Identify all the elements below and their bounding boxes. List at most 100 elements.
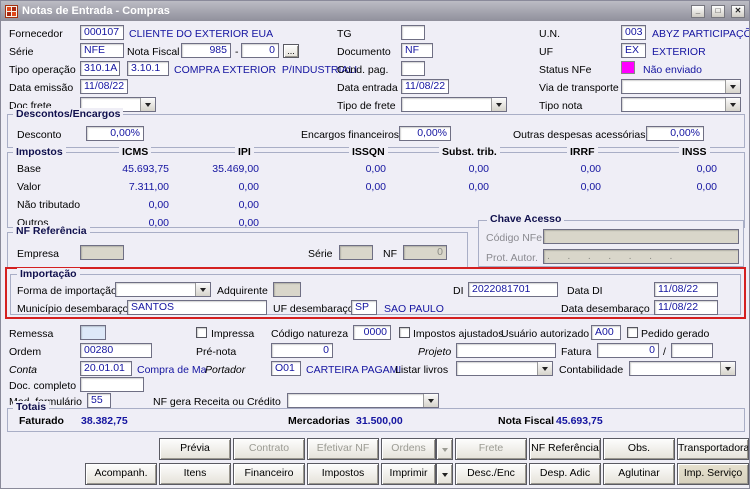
chevron-down-icon[interactable] <box>537 362 552 375</box>
faturado-value: 38.382,75 <box>81 415 128 427</box>
portador-field[interactable]: O01 <box>271 361 301 376</box>
data-entrada-label: Data entrada <box>337 82 398 94</box>
minimize-icon[interactable]: _ <box>691 4 705 18</box>
listar-livros-select[interactable]: 2 ICMS + IPI + ISS <box>456 361 553 376</box>
maximize-icon[interactable]: □ <box>711 4 725 18</box>
pedido-gerado-label: Pedido gerado <box>641 328 710 340</box>
itens-button[interactable]: Itens <box>159 463 231 485</box>
ordens-dropdown-icon[interactable] <box>436 438 453 460</box>
cond-pag-field[interactable] <box>401 61 425 76</box>
ordem-field[interactable]: 00280 <box>80 343 152 358</box>
pre-nota-field[interactable]: 0 <box>271 343 333 358</box>
forma-importacao-select[interactable]: 1 Direta <box>115 282 211 297</box>
impostos-ajustados-checkbox[interactable] <box>399 327 410 338</box>
fatura-field-2[interactable] <box>671 343 713 358</box>
fatura-field[interactable]: 0 <box>597 343 659 358</box>
frete-button[interactable]: Frete <box>455 438 527 460</box>
obs-button[interactable]: Obs. <box>603 438 675 460</box>
nf-gera-select[interactable]: Usar Regras Arquivos Legais <box>287 393 439 408</box>
tipo-nota-select[interactable]: Importação <box>621 97 741 112</box>
chevron-down-icon[interactable] <box>725 80 740 93</box>
forma-importacao-label: Forma de importação <box>17 285 117 297</box>
conta-field[interactable]: 20.01.01 <box>80 361 132 376</box>
outras-despesas-field[interactable]: 0,00% <box>646 126 704 141</box>
uf-desembaraco-field[interactable]: SP <box>351 300 377 315</box>
chevron-down-icon[interactable] <box>423 394 438 407</box>
pedido-gerado-checkbox[interactable] <box>627 327 638 338</box>
desconto-field[interactable]: 0,00% <box>86 126 144 141</box>
di-field[interactable]: 2022081701 <box>468 282 558 297</box>
chevron-down-icon[interactable] <box>491 98 506 111</box>
data-entrada-field[interactable]: 11/08/22 <box>401 79 449 94</box>
un-code-field[interactable]: 003 <box>621 25 646 40</box>
fornecedor-code-field[interactable]: 000107 <box>80 25 124 40</box>
previa-button[interactable]: Prévia <box>159 438 231 460</box>
chevron-down-icon[interactable] <box>725 98 740 111</box>
nf-referencia-button[interactable]: NF Referência <box>529 438 601 460</box>
tipo-operacao-code1-field[interactable]: 310.1A <box>80 61 120 76</box>
desc-enc-button[interactable]: Desc./Enc <box>455 463 527 485</box>
empresa-label: Empresa <box>17 248 60 260</box>
efetivar-nf-button[interactable]: Efetivar NF <box>307 438 379 460</box>
codigo-nfe-field <box>543 229 739 244</box>
chevron-down-icon[interactable] <box>195 283 210 296</box>
encargos-field[interactable]: 0,00% <box>399 126 451 141</box>
doc-completo-field[interactable] <box>80 377 144 392</box>
imp-servico-button[interactable]: Imp. Serviço <box>677 463 749 485</box>
imprimir-button[interactable]: Imprimir <box>381 463 436 485</box>
financeiro-button[interactable]: Financeiro <box>233 463 305 485</box>
documento-field[interactable]: NF <box>401 43 433 58</box>
portador-label: Portador <box>205 364 246 376</box>
remessa-field[interactable] <box>80 325 106 340</box>
ordens-button[interactable]: Ordens <box>381 438 436 460</box>
nota-fiscal-browse-button[interactable]: ... <box>283 44 299 58</box>
chave-acesso-group-title: Chave Acesso <box>487 213 565 225</box>
imprimir-dropdown-icon[interactable] <box>436 463 453 485</box>
mod-formulario-field[interactable]: 55 <box>87 393 111 408</box>
data-emissao-field[interactable]: 11/08/22 <box>80 79 128 94</box>
data-desembaraco-field[interactable]: 11/08/22 <box>654 300 718 315</box>
contabilidade-select[interactable]: a Contabilizar <box>629 361 736 376</box>
impostos-ajustados-label: Impostos ajustados <box>413 328 504 340</box>
valor-inss: 0,00 <box>696 181 717 193</box>
acompanh-button[interactable]: Acompanh. <box>85 463 157 485</box>
municipio-desembaraco-field[interactable]: SANTOS <box>127 300 267 315</box>
chevron-down-icon[interactable] <box>140 98 155 111</box>
via-transporte-label: Via de transporte <box>539 82 619 94</box>
mercadorias-value: 31.500,00 <box>356 415 403 427</box>
nota-fiscal-suffix-field[interactable]: 0 <box>241 43 279 58</box>
nota-fiscal-label: Nota Fiscal <box>127 46 180 58</box>
transportadora-button[interactable]: Transportadora <box>677 438 749 460</box>
nota-fiscal-number-field[interactable]: 985 <box>181 43 231 58</box>
data-di-field[interactable]: 11/08/22 <box>654 282 718 297</box>
usuario-autorizado-field[interactable]: A00 <box>591 325 621 340</box>
adquirente-field <box>273 282 301 297</box>
base-icms: 45.693,75 <box>122 163 169 175</box>
tipo-frete-select[interactable]: 1 Emitente (CIF) <box>401 97 507 112</box>
impostos-col-issqn: ISSQN <box>349 146 388 158</box>
encargos-label: Encargos financeiros <box>301 129 400 141</box>
desp-adic-button[interactable]: Desp. Adic <box>529 463 601 485</box>
serie-field[interactable]: NFE <box>80 43 124 58</box>
tipo-operacao-code2-field[interactable]: 3.10.1 <box>127 61 169 76</box>
base-irrf: 0,00 <box>580 163 601 175</box>
codigo-natureza-field[interactable]: 0000 <box>353 325 391 340</box>
uf-code-field[interactable]: EX <box>621 43 646 58</box>
base-inss: 0,00 <box>696 163 717 175</box>
chevron-down-icon[interactable] <box>720 362 735 375</box>
contrato-button[interactable]: Contrato <box>233 438 305 460</box>
codigo-natureza-label: Código natureza <box>271 328 349 340</box>
portador-desc-text: CARTEIRA PAGAMI <box>306 364 402 376</box>
projeto-field[interactable] <box>456 343 556 358</box>
via-transporte-select[interactable]: Marítima <box>621 79 741 94</box>
impressa-checkbox[interactable] <box>196 327 207 338</box>
aglutinar-button[interactable]: Aglutinar <box>603 463 675 485</box>
impostos-button[interactable]: Impostos <box>307 463 379 485</box>
nao-tributado-icms: 0,00 <box>148 199 169 211</box>
data-emissao-label: Data emissão <box>9 82 74 94</box>
nota-fiscal-dash: - <box>235 46 239 58</box>
nf-ref-nf-label: NF <box>383 248 397 260</box>
close-icon[interactable]: ✕ <box>731 4 745 18</box>
impostos-row-base-label: Base <box>17 163 41 175</box>
tg-field[interactable] <box>401 25 425 40</box>
